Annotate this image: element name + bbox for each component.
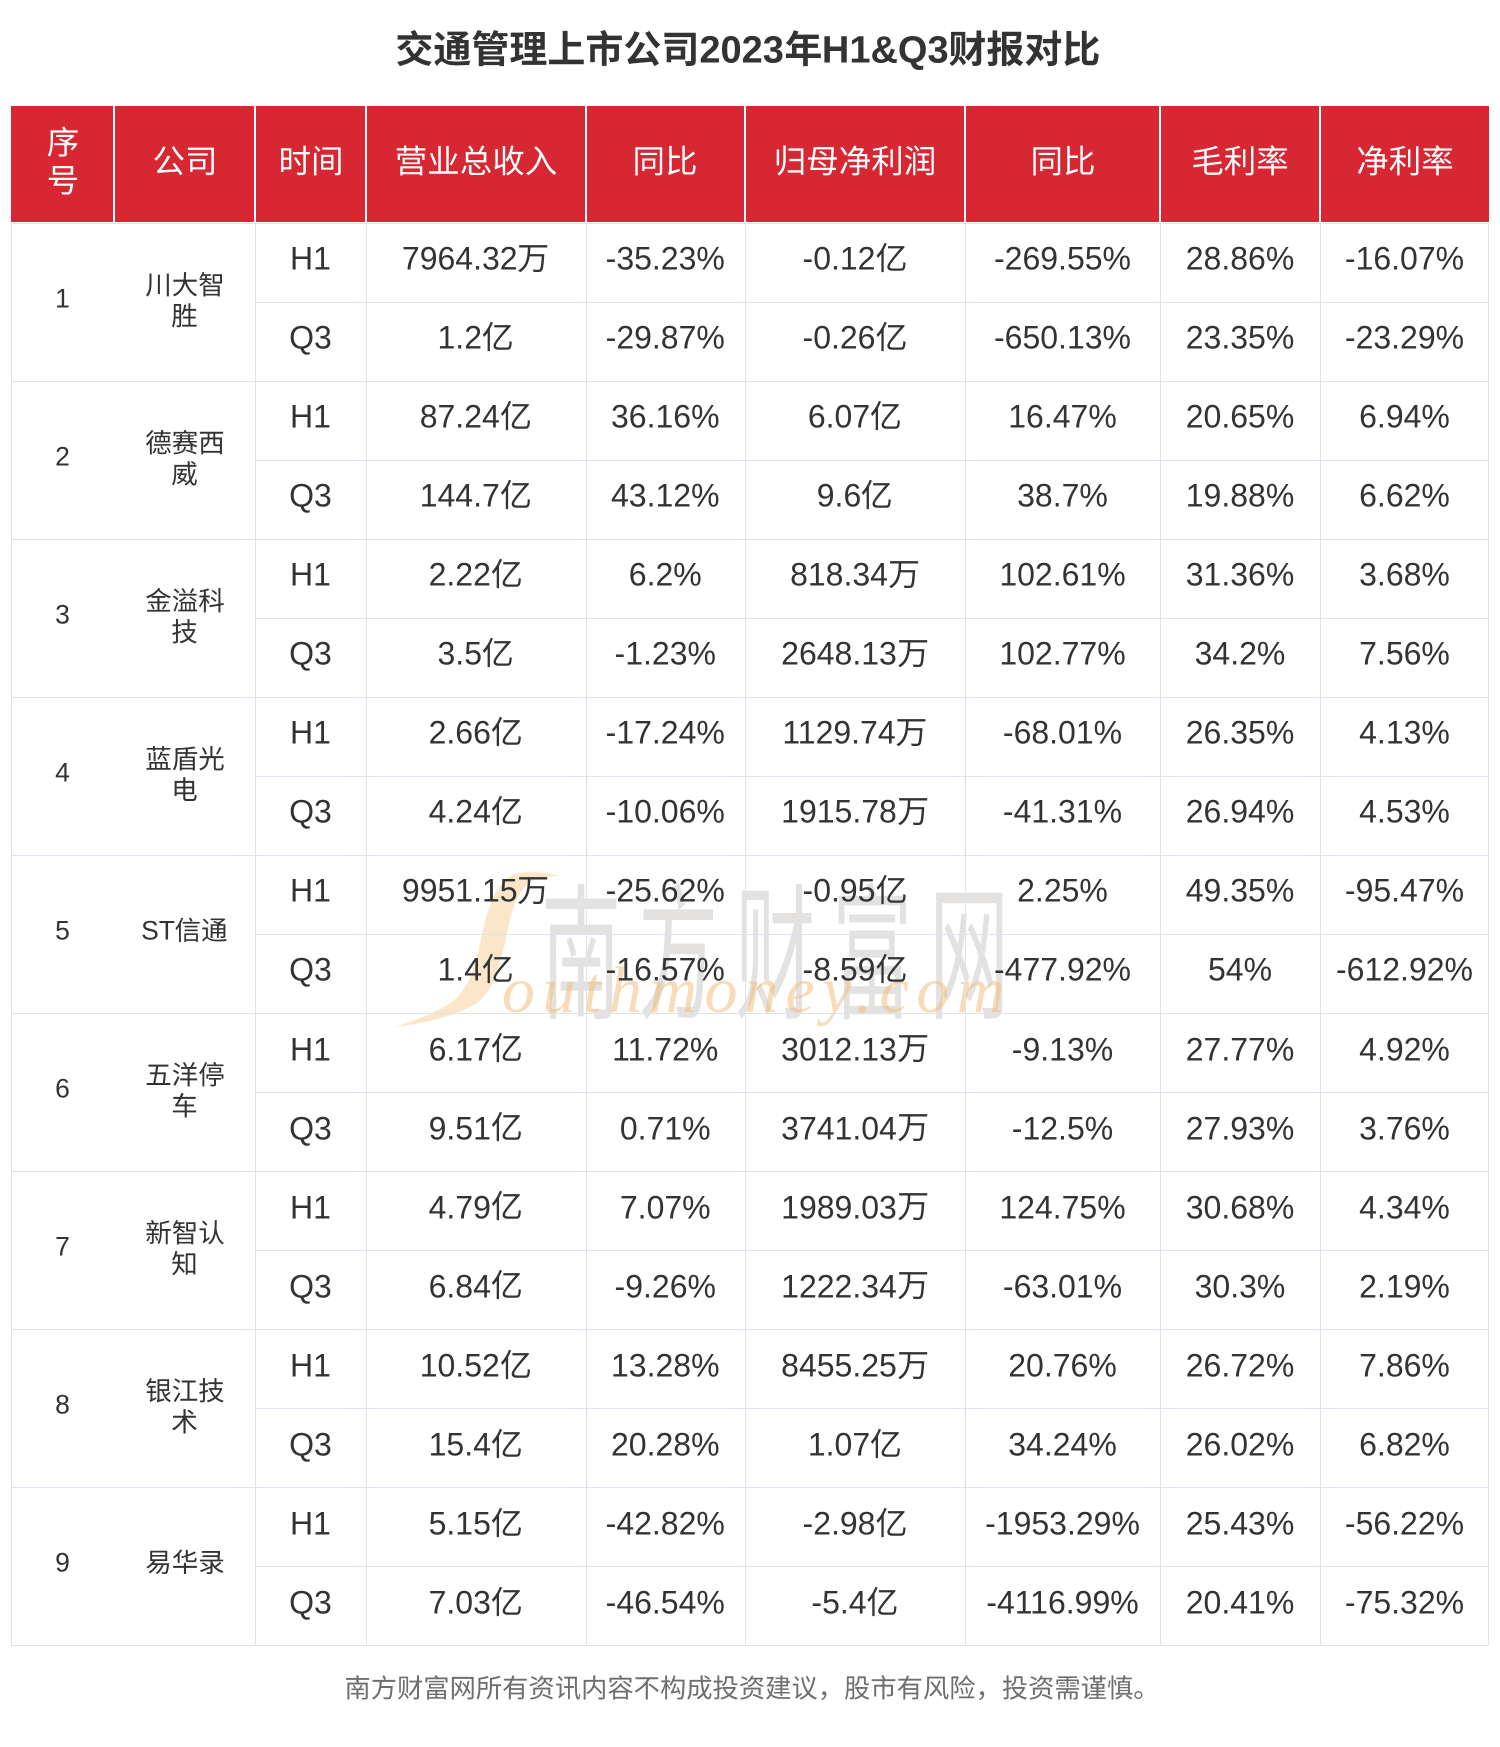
svg-text:outhmoney.com: outhmoney.com — [502, 954, 1012, 1027]
